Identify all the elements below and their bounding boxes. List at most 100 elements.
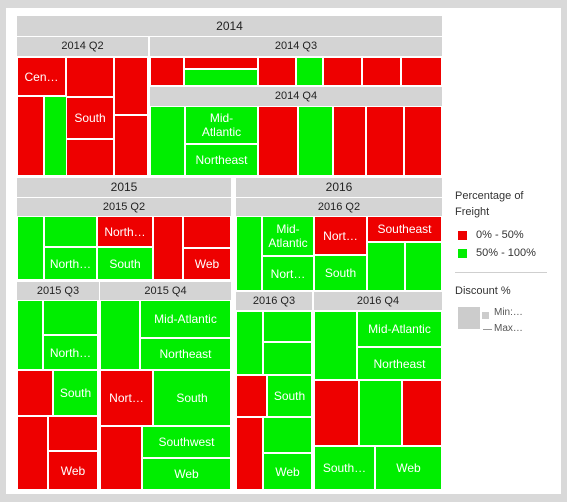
treemap-tile-label: South — [176, 391, 208, 405]
treemap-tile-2015Q3-6[interactable] — [17, 416, 48, 490]
treemap-tile-2015Q2-2[interactable] — [44, 216, 97, 247]
treemap-tile-2014Q3-5[interactable] — [296, 57, 323, 86]
treemap-tile-label: South — [324, 266, 357, 280]
treemap-tile-2014Q2-9[interactable] — [66, 139, 114, 176]
treemap-tile-2014Q4-6[interactable] — [333, 106, 366, 176]
treemap-tile-2015Q2-3[interactable]: North… — [44, 247, 97, 280]
legend-item-low[interactable]: 0% - 50% — [455, 226, 565, 244]
treemap-tile-2015Q2-5[interactable]: South — [97, 247, 153, 280]
treemap-tile-label: Web — [396, 461, 421, 475]
treemap-tile-2016Q3-1[interactable] — [236, 311, 263, 375]
treemap-tile-label: South… — [322, 461, 367, 475]
treemap-tile-2014Q4-5[interactable] — [298, 106, 333, 176]
treemap-tile-label: Mid-Atlantic — [154, 312, 217, 326]
treemap-tile-2015Q3-5[interactable]: South — [53, 370, 98, 416]
treemap-tile-2015Q3-2[interactable] — [43, 300, 98, 335]
treemap-tile-2015Q4-4[interactable]: Nort… — [100, 370, 153, 426]
treemap-tile-2015Q4-1[interactable] — [100, 300, 140, 370]
treemap-tile-2016Q4-2[interactable]: Mid-Atlantic — [357, 311, 442, 347]
treemap-header-q2015_4[interactable]: 2015 Q4 — [100, 282, 231, 300]
treemap-header-q2016_3[interactable]: 2016 Q3 — [236, 292, 312, 310]
treemap-tile-label: South — [59, 386, 92, 400]
treemap-header-q2016_4[interactable]: 2016 Q4 — [314, 292, 442, 310]
treemap-tile-2016Q3-7[interactable] — [263, 417, 312, 453]
size-legend-title: Discount % — [455, 285, 511, 297]
treemap-tile-2014Q4-3[interactable]: Northeast — [185, 144, 258, 176]
treemap-tile-2016Q4-3[interactable]: Northeast — [357, 347, 442, 380]
treemap-tile-2016Q3-8[interactable]: Web — [263, 453, 312, 490]
treemap-tile-2015Q4-5[interactable]: South — [153, 370, 231, 426]
treemap-tile-2016Q2-4[interactable]: Nort… — [314, 216, 367, 255]
treemap-tile-2015Q4-6[interactable] — [100, 426, 142, 490]
treemap-tile-2015Q3-1[interactable] — [17, 300, 43, 370]
treemap-tile-2016Q3-2[interactable] — [263, 311, 312, 342]
treemap-tile-2016Q4-1[interactable] — [314, 311, 357, 380]
treemap-tile-2014Q4-7[interactable] — [366, 106, 404, 176]
treemap-tile-2014Q4-8[interactable] — [404, 106, 442, 176]
treemap-tile-2014Q2-1[interactable]: Cen… — [17, 57, 66, 96]
size-key: Min:… Max… — [455, 299, 565, 339]
treemap-tile-2015Q2-8[interactable]: Web — [183, 248, 231, 280]
treemap-tile-2016Q2-1[interactable] — [236, 216, 262, 291]
treemap-header-y2014[interactable]: 2014 — [17, 16, 442, 36]
treemap-tile-2014Q3-3[interactable] — [184, 69, 258, 86]
treemap-tile-2014Q4-2[interactable]: Mid- Atlantic — [185, 106, 258, 144]
treemap-tile-2014Q3-4[interactable] — [258, 57, 296, 86]
treemap-tile-2016Q2-5[interactable]: South — [314, 255, 367, 291]
treemap-header-q2016_2[interactable]: 2016 Q2 — [236, 198, 442, 216]
treemap-header-y2016[interactable]: 2016 — [236, 178, 442, 197]
treemap-header-q2015_3[interactable]: 2015 Q3 — [17, 282, 99, 300]
treemap-tile-2016Q2-7[interactable] — [367, 242, 405, 291]
treemap-tile-2016Q4-7[interactable]: South… — [314, 446, 375, 490]
treemap-tile-2014Q3-7[interactable] — [362, 57, 401, 86]
treemap-tile-2014Q3-6[interactable] — [323, 57, 362, 86]
treemap-tile-2016Q4-8[interactable]: Web — [375, 446, 442, 490]
treemap-tile-2015Q2-4[interactable]: North… — [97, 216, 153, 247]
treemap-tile-2015Q4-8[interactable]: Web — [142, 458, 231, 490]
treemap-tile-2015Q3-4[interactable] — [17, 370, 53, 416]
treemap-tile-2015Q4-3[interactable]: Northeast — [140, 338, 231, 370]
treemap-tile-2014Q2-8[interactable]: South — [66, 97, 114, 139]
treemap-tile-2016Q3-6[interactable] — [236, 417, 263, 490]
treemap-tile-2014Q4-1[interactable] — [150, 106, 185, 176]
treemap-tile-2015Q2-6[interactable] — [153, 216, 183, 280]
legend-item-high[interactable]: 50% - 100% — [455, 244, 565, 262]
treemap-tile-2016Q4-4[interactable] — [314, 380, 359, 446]
treemap-tile-2015Q2-1[interactable] — [17, 216, 44, 280]
treemap-tile-label: Web — [194, 257, 220, 271]
treemap-tile-label: Northeast — [159, 347, 212, 361]
treemap-tile-label: Northeast — [195, 153, 248, 167]
treemap-tile-2014Q4-4[interactable] — [258, 106, 298, 176]
size-min-swatch — [482, 312, 489, 319]
treemap-tile-2014Q2-6[interactable] — [44, 96, 67, 176]
treemap-tile-2016Q4-5[interactable] — [359, 380, 402, 446]
treemap-tile-2014Q3-2[interactable] — [184, 57, 258, 69]
treemap-tile-2016Q2-2[interactable]: Mid- Atlantic — [262, 216, 314, 256]
treemap-tile-2016Q4-6[interactable] — [402, 380, 442, 446]
treemap-header-q2014_4[interactable]: 2014 Q4 — [150, 87, 442, 106]
treemap-tile-2016Q3-3[interactable] — [263, 342, 312, 375]
treemap-header-y2015[interactable]: 2015 — [17, 178, 231, 197]
treemap-tile-2014Q3-1[interactable] — [150, 57, 184, 86]
treemap-tile-2016Q2-8[interactable] — [405, 242, 442, 291]
treemap-tile-label: North… — [49, 256, 92, 271]
treemap-tile-2016Q3-4[interactable] — [236, 375, 267, 417]
treemap-tile-2014Q3-8[interactable] — [401, 57, 442, 86]
treemap-tile-2016Q2-6[interactable]: Southeast — [367, 216, 442, 242]
treemap-tile-2015Q3-7[interactable] — [48, 416, 98, 451]
treemap-tile-2016Q3-5[interactable]: South — [267, 375, 312, 417]
treemap-tile-label: Web — [60, 463, 86, 478]
treemap-tile-2014Q2-2[interactable] — [66, 57, 114, 97]
treemap-tile-2015Q3-8[interactable]: Web — [48, 451, 98, 490]
treemap-header-q2014_3[interactable]: 2014 Q3 — [150, 37, 442, 56]
treemap-tile-2016Q2-3[interactable]: Nort… — [262, 256, 314, 291]
treemap-header-q2015_2[interactable]: 2015 Q2 — [17, 198, 231, 216]
treemap-tile-2015Q2-7[interactable] — [183, 216, 231, 248]
treemap-tile-2014Q2-4[interactable] — [17, 96, 44, 176]
treemap-tile-2014Q2-3[interactable] — [114, 57, 148, 115]
treemap-header-q2014_2[interactable]: 2014 Q2 — [17, 37, 148, 56]
treemap-tile-2015Q4-2[interactable]: Mid-Atlantic — [140, 300, 231, 338]
treemap-tile-2015Q3-3[interactable]: North… — [43, 335, 98, 370]
treemap-tile-2015Q4-7[interactable]: Southwest — [142, 426, 231, 458]
treemap-tile-2014Q2-5[interactable] — [114, 115, 148, 176]
